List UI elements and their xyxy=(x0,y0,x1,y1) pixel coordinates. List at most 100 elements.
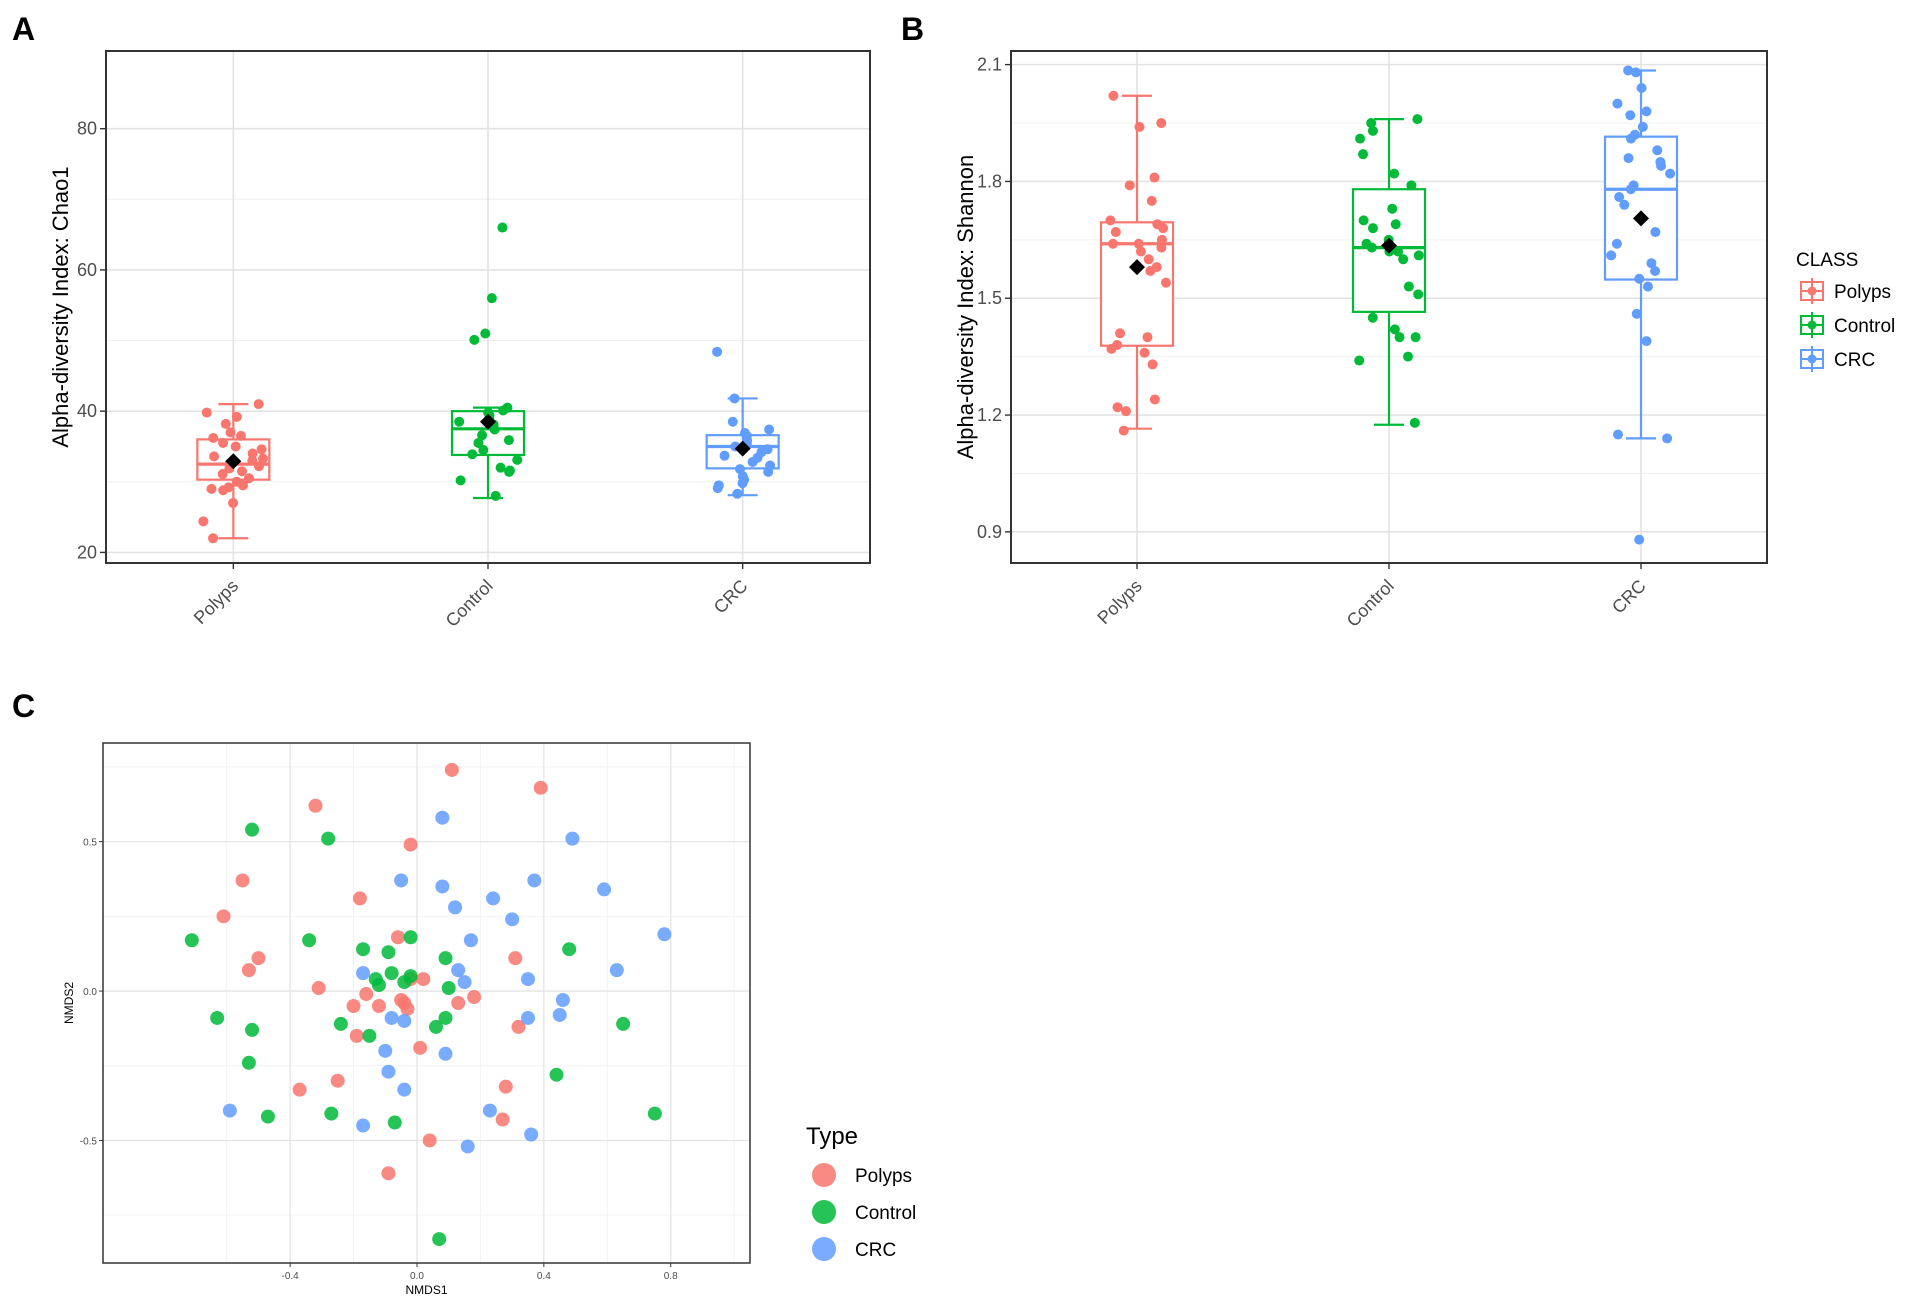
data-point xyxy=(1106,343,1117,354)
data-point xyxy=(1611,238,1622,249)
scatter-point xyxy=(533,780,548,795)
data-point xyxy=(235,430,246,441)
x-tick-label: CRC xyxy=(710,576,752,618)
data-point xyxy=(1390,219,1401,230)
data-point xyxy=(480,328,491,339)
x-axis-title: NMDS1 xyxy=(405,1283,447,1297)
scatter-point xyxy=(403,837,418,852)
y-tick-label: 20 xyxy=(77,542,97,562)
data-point xyxy=(1634,534,1645,545)
y-tick-label: 2.1 xyxy=(977,55,1002,75)
x-tick-label: -0.4 xyxy=(282,1271,300,1282)
data-point xyxy=(747,457,758,468)
data-point xyxy=(467,449,478,460)
data-point xyxy=(256,444,267,455)
legend-key-crc xyxy=(1800,346,1824,372)
panel-border xyxy=(105,50,871,564)
data-point xyxy=(1124,180,1135,191)
scatter-point xyxy=(562,942,577,957)
data-point xyxy=(247,455,258,466)
scatter-point xyxy=(184,933,199,948)
data-point xyxy=(1413,289,1424,300)
scatter-point xyxy=(505,912,520,927)
scatter-point xyxy=(321,831,336,846)
legend-label: CRC xyxy=(855,1240,896,1261)
data-point xyxy=(1354,355,1365,366)
data-point xyxy=(1650,227,1661,238)
data-point xyxy=(258,453,269,464)
data-point xyxy=(1625,133,1636,144)
x-tick-label: 0.4 xyxy=(537,1271,551,1282)
scatter-point xyxy=(397,1082,412,1097)
data-point xyxy=(1156,118,1167,129)
data-point xyxy=(1134,121,1145,132)
scatter-point xyxy=(222,1103,237,1118)
data-point xyxy=(1358,215,1369,226)
scatter-point xyxy=(260,1109,275,1124)
legend-key-control xyxy=(1800,312,1824,338)
series-crc xyxy=(222,810,672,1154)
scatter-point xyxy=(657,927,672,942)
y-tick-label: 1.2 xyxy=(977,405,1002,425)
data-point xyxy=(1105,215,1116,226)
scatter-point xyxy=(552,1007,567,1022)
data-point xyxy=(1110,227,1121,238)
y-tick-label: 0.0 xyxy=(83,987,97,998)
data-point xyxy=(253,399,264,410)
scatter-point xyxy=(441,981,456,996)
scatter-point xyxy=(457,975,472,990)
x-tick-label: 0.0 xyxy=(410,1271,424,1282)
box-control xyxy=(450,222,526,501)
panel-c-letter: C xyxy=(12,688,35,724)
scatter-point xyxy=(235,873,250,888)
data-point xyxy=(1656,160,1667,171)
data-point xyxy=(1355,133,1366,144)
data-point xyxy=(1413,250,1424,261)
scatter-point xyxy=(302,933,317,948)
data-point xyxy=(1367,125,1378,136)
scatter-point xyxy=(330,1073,345,1088)
y-tick-label: 0.9 xyxy=(977,522,1002,542)
scatter-point xyxy=(416,972,431,987)
data-point xyxy=(236,466,247,477)
scatter-point xyxy=(498,1079,513,1094)
scatter-point xyxy=(241,1055,256,1070)
data-point xyxy=(469,334,480,345)
data-point xyxy=(237,480,248,491)
y-tick-label: 1.5 xyxy=(977,288,1002,308)
y-tick-label: 1.8 xyxy=(977,171,1002,191)
data-point xyxy=(763,466,774,477)
data-point xyxy=(1606,250,1617,261)
data-point xyxy=(454,416,465,427)
scatter-point xyxy=(349,1028,364,1043)
data-point xyxy=(247,448,258,459)
scatter-point xyxy=(292,1082,307,1097)
data-point xyxy=(1619,199,1630,210)
scatter-point xyxy=(403,969,418,984)
data-point xyxy=(231,411,242,422)
scatter-point xyxy=(251,951,266,966)
data-point xyxy=(1623,153,1634,164)
scatter-point xyxy=(565,831,580,846)
y-tick-label: 80 xyxy=(77,119,97,139)
data-point xyxy=(1158,223,1169,234)
data-point xyxy=(201,407,212,418)
data-point xyxy=(1156,242,1167,253)
data-point xyxy=(1389,168,1400,179)
data-point xyxy=(1118,425,1129,436)
mean-marker xyxy=(1381,237,1397,254)
data-point xyxy=(1358,149,1369,160)
box-iqr xyxy=(1603,135,1679,281)
y-axis-title: Alpha-diversity Index: Chao1 xyxy=(48,166,73,447)
mean-marker xyxy=(225,453,242,470)
scatter-point xyxy=(381,945,396,960)
legend-point xyxy=(1807,320,1817,330)
data-point xyxy=(1406,180,1417,191)
scatter-point xyxy=(527,873,542,888)
data-point xyxy=(206,483,217,494)
data-point xyxy=(489,424,500,435)
x-tick-label: CRC xyxy=(1608,576,1650,618)
data-point xyxy=(1139,347,1150,358)
data-point xyxy=(486,293,497,304)
